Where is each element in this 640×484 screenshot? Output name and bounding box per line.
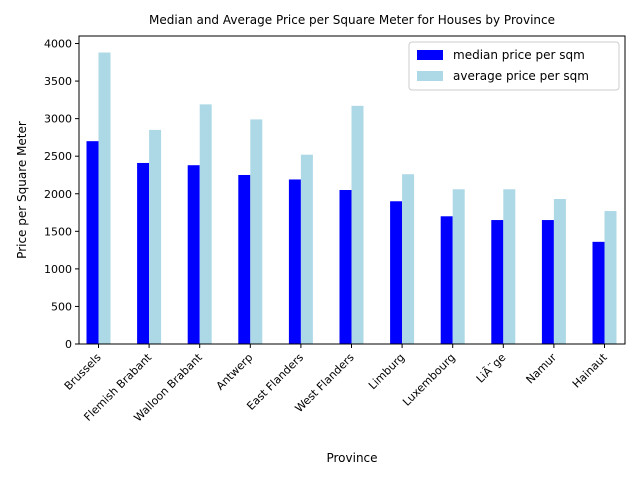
- bar-median-5: [339, 190, 352, 344]
- y-tick-label-8: 4000: [44, 38, 72, 51]
- bar-average-8: [503, 189, 516, 344]
- bar-average-10: [604, 211, 617, 344]
- bar-average-6: [402, 174, 415, 344]
- legend-label-average: average price per sqm: [453, 69, 589, 83]
- x-axis-label: Province: [326, 451, 377, 465]
- bar-median-2: [187, 165, 200, 344]
- bar-average-2: [199, 104, 212, 344]
- bar-average-5: [351, 105, 364, 344]
- bar-median-3: [238, 174, 251, 344]
- legend-swatch-average: [417, 71, 443, 81]
- bar-median-9: [541, 220, 554, 344]
- y-axis: 0 500 1000 1500 2000 2500 3000 3500 4000: [44, 38, 79, 351]
- bar-median-8: [491, 220, 504, 344]
- y-tick-label-3: 1500: [44, 225, 72, 238]
- bar-median-7: [440, 216, 453, 344]
- legend-swatch-median: [417, 50, 443, 60]
- bar-median-1: [137, 162, 150, 344]
- bar-median-6: [390, 201, 403, 344]
- y-tick-label-4: 2000: [44, 188, 72, 201]
- bar-average-4: [300, 154, 313, 344]
- y-axis-label: Price per Square Meter: [15, 121, 29, 259]
- chart-title: Median and Average Price per Square Mete…: [149, 13, 555, 27]
- bar-average-1: [149, 129, 162, 344]
- legend-label-median: median price per sqm: [453, 48, 585, 62]
- y-tick-label-6: 3000: [44, 113, 72, 126]
- y-tick-label-7: 3500: [44, 75, 72, 88]
- bar-average-9: [553, 199, 566, 344]
- plot-frame: [78, 35, 626, 345]
- y-tick-label-2: 1000: [44, 263, 72, 276]
- bars-layer: [86, 52, 617, 344]
- legend: median price per sqm average price per s…: [408, 41, 620, 91]
- bar-median-0: [86, 141, 99, 344]
- y-tick-label-1: 500: [51, 300, 72, 313]
- y-tick-label-0: 0: [65, 338, 72, 351]
- legend-box: [408, 41, 620, 91]
- bar-median-10: [592, 241, 605, 344]
- bar-average-7: [452, 189, 465, 344]
- y-tick-label-5: 2500: [44, 150, 72, 163]
- bar-average-3: [250, 119, 263, 344]
- bar-average-0: [98, 52, 111, 344]
- bar-median-4: [288, 179, 301, 344]
